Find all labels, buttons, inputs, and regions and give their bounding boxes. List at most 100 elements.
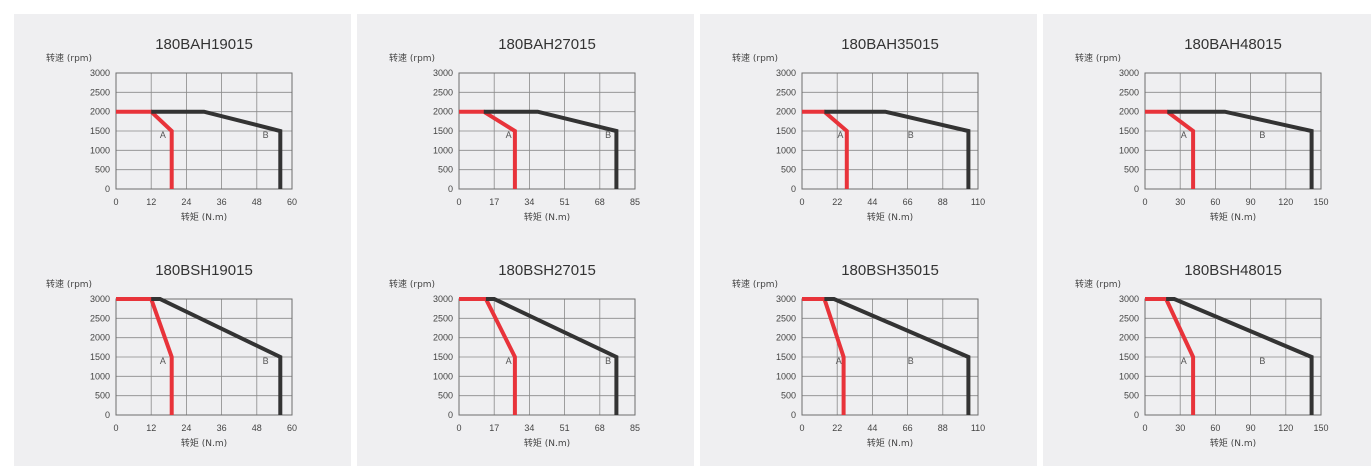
x-tick-label: 12 bbox=[146, 197, 156, 207]
y-tick-label: 1500 bbox=[90, 352, 110, 362]
y-tick-label: 2500 bbox=[433, 87, 453, 97]
x-tick-label: 22 bbox=[832, 423, 842, 433]
zone-label-b: B bbox=[908, 130, 914, 140]
y-tick-label: 1000 bbox=[90, 145, 110, 155]
chart-panel: 180BAH35015 转速 (rpm) 转矩 (N.m) 0 500 1000 1500 2… bbox=[700, 14, 1037, 240]
y-tick-label: 2000 bbox=[433, 107, 453, 117]
series-line-intermittent bbox=[483, 109, 619, 189]
chart-svg: 180BAH35015 转速 (rpm) 转矩 (N.m) 0 500 1000 1500 2… bbox=[732, 36, 985, 223]
x-tick-label: 51 bbox=[560, 423, 570, 433]
y-tick-label: 2000 bbox=[1119, 107, 1139, 117]
y-axis-label: 转速 (rpm) bbox=[46, 52, 92, 64]
chart-svg: 180BSH27015 转速 (rpm) 转矩 (N.m) 0 500 1000 1500 2… bbox=[389, 262, 640, 449]
chart-panel: 180BSH19015 转速 (rpm) 转矩 (N.m) 0 500 1000 1500 2… bbox=[14, 240, 351, 466]
x-tick-label: 36 bbox=[217, 423, 227, 433]
chart-title: 180BSH35015 bbox=[841, 262, 939, 279]
y-tick-label: 2500 bbox=[90, 87, 110, 97]
y-axis-label: 转速 (rpm) bbox=[1075, 52, 1121, 64]
chart-title: 180BSH48015 bbox=[1184, 262, 1282, 279]
y-tick-label: 0 bbox=[105, 410, 110, 420]
y-axis-label: 转速 (rpm) bbox=[46, 278, 92, 290]
x-tick-label: 44 bbox=[867, 423, 877, 433]
x-tick-label: 17 bbox=[489, 423, 499, 433]
chart-title: 180BAH19015 bbox=[155, 36, 253, 53]
y-tick-label: 1000 bbox=[433, 371, 453, 381]
plot-frame bbox=[458, 298, 636, 416]
series-line-intermittent bbox=[1167, 109, 1314, 189]
chart-panel: 180BSH35015 转速 (rpm) 转矩 (N.m) 0 500 1000 1500 2… bbox=[700, 240, 1037, 466]
plot-frame bbox=[801, 298, 979, 416]
x-axis-label: 转矩 (N.m) bbox=[181, 437, 227, 449]
y-axis-label: 转速 (rpm) bbox=[732, 52, 778, 64]
y-tick-label: 1000 bbox=[1119, 145, 1139, 155]
x-tick-label: 150 bbox=[1313, 197, 1328, 207]
y-tick-label: 1500 bbox=[776, 352, 796, 362]
x-tick-label: 24 bbox=[181, 197, 191, 207]
y-tick-label: 3000 bbox=[776, 294, 796, 304]
chart-title: 180BAH48015 bbox=[1184, 36, 1282, 53]
x-tick-label: 0 bbox=[799, 197, 804, 207]
x-axis-label: 转矩 (N.m) bbox=[524, 211, 570, 223]
y-tick-label: 2500 bbox=[90, 313, 110, 323]
zone-label-b: B bbox=[605, 356, 611, 366]
series-line-continuous bbox=[1145, 297, 1196, 415]
chart-svg: 180BAH19015 转速 (rpm) 转矩 (N.m) 0 500 1000 1500 2… bbox=[46, 36, 297, 223]
series-line-intermittent bbox=[151, 297, 283, 415]
series-line-continuous bbox=[116, 297, 174, 415]
chart-panel: 180BAH19015 转速 (rpm) 转矩 (N.m) 0 500 1000 1500 2… bbox=[14, 14, 351, 240]
plot-frame bbox=[801, 72, 979, 190]
zone-label-a: A bbox=[506, 356, 512, 366]
y-tick-label: 2500 bbox=[433, 313, 453, 323]
zone-label-b: B bbox=[263, 356, 269, 366]
y-tick-label: 1000 bbox=[776, 371, 796, 381]
x-tick-label: 90 bbox=[1246, 197, 1256, 207]
x-tick-label: 60 bbox=[1210, 197, 1220, 207]
y-tick-label: 2500 bbox=[1119, 87, 1139, 97]
x-tick-label: 0 bbox=[799, 423, 804, 433]
y-axis-label: 转速 (rpm) bbox=[389, 278, 435, 290]
x-tick-label: 68 bbox=[595, 423, 605, 433]
chart-panel: 180BAH48015 转速 (rpm) 转矩 (N.m) 0 500 1000 1500 2… bbox=[1043, 14, 1371, 240]
y-tick-label: 500 bbox=[1124, 165, 1139, 175]
x-tick-label: 36 bbox=[217, 197, 227, 207]
y-tick-label: 1500 bbox=[776, 126, 796, 136]
x-tick-label: 88 bbox=[938, 197, 948, 207]
x-axis-label: 转矩 (N.m) bbox=[524, 437, 570, 449]
y-tick-label: 2000 bbox=[1119, 333, 1139, 343]
y-axis-label: 转速 (rpm) bbox=[1075, 278, 1121, 290]
y-axis-label: 转速 (rpm) bbox=[732, 278, 778, 290]
y-tick-label: 2000 bbox=[90, 107, 110, 117]
series-line-continuous bbox=[459, 297, 517, 415]
x-tick-label: 44 bbox=[867, 197, 877, 207]
y-tick-label: 3000 bbox=[1119, 68, 1139, 78]
y-axis-label: 转速 (rpm) bbox=[389, 52, 435, 64]
plot-frame bbox=[458, 72, 636, 190]
y-tick-label: 3000 bbox=[90, 294, 110, 304]
series-line-intermittent bbox=[485, 297, 619, 415]
chart-title: 180BSH27015 bbox=[498, 262, 596, 279]
chart-title: 180BAH27015 bbox=[498, 36, 596, 53]
x-axis-label: 转矩 (N.m) bbox=[1210, 437, 1256, 449]
series-line-intermittent bbox=[824, 109, 971, 189]
y-tick-label: 1500 bbox=[433, 126, 453, 136]
x-tick-label: 34 bbox=[524, 197, 534, 207]
zone-label-a: A bbox=[1181, 356, 1187, 366]
zone-label-a: A bbox=[506, 130, 512, 140]
y-tick-label: 500 bbox=[1124, 391, 1139, 401]
zone-label-b: B bbox=[605, 130, 611, 140]
chart-panel: 180BSH27015 转速 (rpm) 转矩 (N.m) 0 500 1000 1500 2… bbox=[357, 240, 694, 466]
chart-panel: 180BAH27015 转速 (rpm) 转矩 (N.m) 0 500 1000 1500 2… bbox=[357, 14, 694, 240]
x-tick-label: 90 bbox=[1246, 423, 1256, 433]
zone-label-b: B bbox=[1259, 130, 1265, 140]
x-tick-label: 120 bbox=[1278, 423, 1293, 433]
series-line-intermittent bbox=[824, 297, 971, 415]
x-tick-label: 88 bbox=[938, 423, 948, 433]
y-tick-label: 3000 bbox=[90, 68, 110, 78]
y-tick-label: 500 bbox=[95, 165, 110, 175]
y-tick-label: 500 bbox=[95, 391, 110, 401]
x-tick-label: 22 bbox=[832, 197, 842, 207]
y-tick-label: 500 bbox=[781, 165, 796, 175]
y-tick-label: 1000 bbox=[776, 145, 796, 155]
